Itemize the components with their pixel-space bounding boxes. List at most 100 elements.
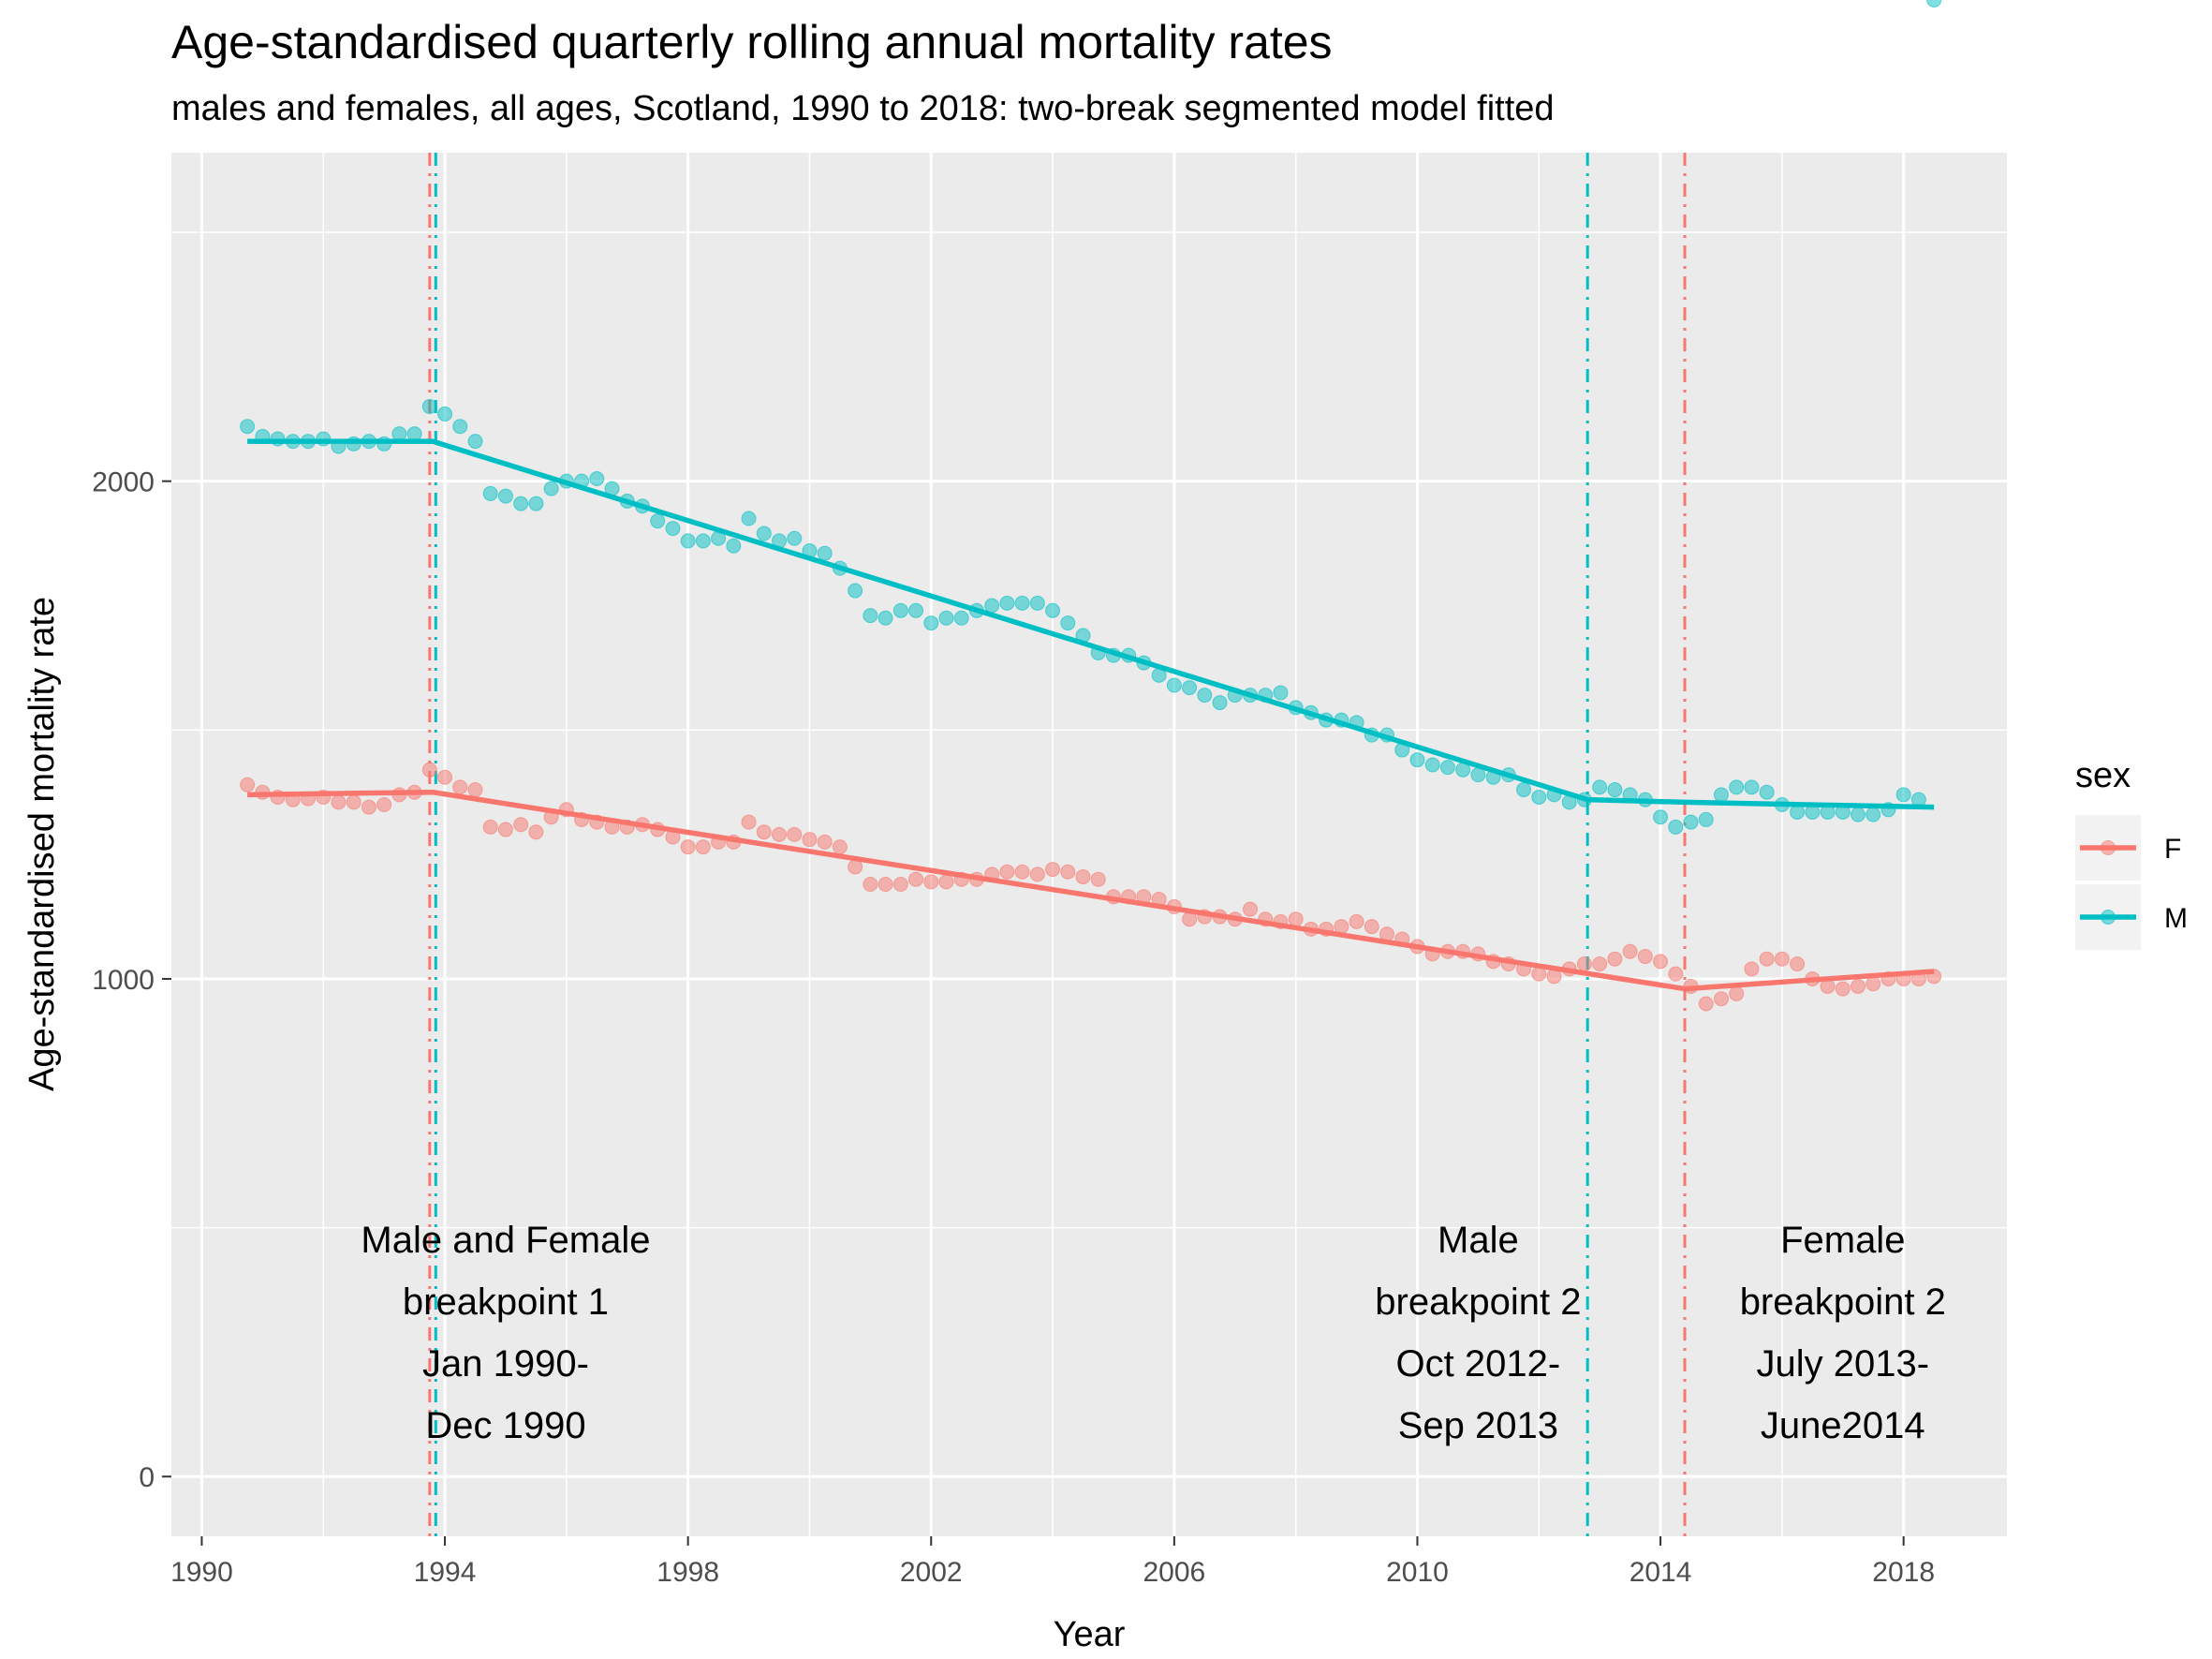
legend-title: sex — [2075, 756, 2131, 795]
x-tick-label: 2018 — [1872, 1557, 1935, 1588]
data-point-M — [680, 533, 696, 549]
data-point-F — [1242, 901, 1258, 917]
data-point-M — [1683, 814, 1699, 830]
data-point-M — [1698, 811, 1714, 827]
data-point-F — [999, 864, 1015, 880]
data-point-F — [1835, 981, 1851, 997]
data-point-F — [376, 796, 392, 812]
breakpoint-lines — [428, 153, 1687, 1536]
x-axis-title: Year — [1054, 1615, 1126, 1654]
data-point-M — [1409, 752, 1425, 768]
data-point-M — [984, 598, 1000, 614]
data-point-M — [877, 610, 893, 626]
x-tick-label: 2006 — [1143, 1557, 1205, 1588]
annotation-line: June2014 — [1761, 1405, 1925, 1446]
data-point-F — [863, 877, 878, 893]
data-point-M — [421, 398, 437, 414]
data-point-M — [1060, 615, 1076, 631]
data-point-F — [848, 859, 863, 875]
data-point-F — [1729, 985, 1745, 1001]
legend-key-point — [2101, 840, 2116, 855]
data-point-F — [437, 769, 453, 785]
data-point-M — [1166, 677, 1182, 693]
data-point-M — [1197, 688, 1213, 704]
annotation-line: Male and Female — [361, 1220, 650, 1261]
fit-line-F — [247, 789, 1935, 992]
data-point-M — [497, 488, 513, 504]
data-point-F — [680, 839, 696, 855]
data-point-F — [1288, 911, 1304, 927]
data-point-F — [331, 794, 347, 810]
data-point-M — [1926, 0, 1942, 7]
data-point-F — [1607, 951, 1623, 967]
legend-label: F — [2164, 834, 2181, 865]
data-point-F — [923, 874, 939, 890]
breakpoint-annotations: Male and Female breakpoint 1 Jan 1990- Dec … — [361, 1220, 1945, 1446]
data-point-M — [1029, 595, 1045, 611]
data-point-F — [1850, 978, 1865, 994]
data-point-M — [741, 511, 757, 526]
data-point-F — [1865, 976, 1881, 992]
annotation-line: breakpoint 2 — [1375, 1281, 1581, 1323]
annotation-line: Female — [1780, 1220, 1905, 1261]
data-point-F — [877, 877, 893, 893]
data-point-M — [1790, 804, 1806, 820]
data-point-M — [787, 530, 803, 546]
data-point-F — [802, 832, 818, 848]
plot-panel — [171, 153, 2007, 1536]
data-point-M — [482, 485, 498, 501]
data-point-F — [1668, 966, 1684, 982]
data-point-M — [1516, 782, 1532, 798]
data-point-M — [863, 608, 878, 624]
data-point-M — [1439, 760, 1455, 776]
data-point-F — [1790, 956, 1806, 972]
data-point-F — [1744, 961, 1760, 977]
data-point-F — [1029, 867, 1045, 882]
x-tick-label: 2014 — [1630, 1557, 1692, 1588]
data-point-F — [772, 826, 788, 842]
data-point-F — [452, 779, 468, 795]
data-point-M — [1759, 784, 1775, 800]
data-point-M — [528, 496, 544, 511]
y-tick-label: 0 — [139, 1462, 155, 1493]
data-point-M — [1895, 787, 1911, 803]
data-point-F — [1713, 991, 1729, 1007]
legend-key-point — [2101, 910, 2116, 925]
x-tick-label: 2010 — [1386, 1557, 1449, 1588]
data-point-F — [938, 874, 954, 890]
data-point-M — [1850, 807, 1865, 822]
data-point-M — [1424, 757, 1440, 773]
data-point-F — [787, 826, 803, 842]
data-point-F — [1576, 956, 1592, 972]
data-point-M — [513, 496, 529, 511]
data-point-F — [497, 822, 513, 837]
data-point-M — [756, 526, 772, 541]
legend: sex F M — [2075, 756, 2188, 950]
data-point-M — [1713, 787, 1729, 803]
x-tick-label: 1990 — [170, 1557, 233, 1588]
data-point-F — [1637, 949, 1653, 965]
y-axis-title: Age-standardised mortality rate — [22, 597, 62, 1091]
data-point-M — [1668, 819, 1684, 835]
data-point-F — [756, 824, 772, 840]
data-point-F — [1653, 954, 1669, 970]
data-point-M — [938, 610, 954, 626]
data-point-M — [892, 602, 908, 618]
data-point-M — [650, 513, 666, 529]
data-point-F — [1045, 862, 1061, 878]
chart-subtitle: males and females, all ages, Scotland, 1… — [171, 89, 1555, 128]
data-point-M — [1865, 807, 1881, 822]
annotation-line: Oct 2012- — [1396, 1343, 1561, 1385]
data-point-M — [240, 419, 256, 435]
data-point-M — [1653, 809, 1669, 825]
data-point-F — [1060, 864, 1076, 880]
data-point-F — [892, 877, 908, 893]
chart-title: Age-standardised quarterly rolling annua… — [171, 16, 1333, 68]
data-point-M — [908, 602, 924, 618]
fit-line-M — [247, 438, 1935, 810]
data-point-M — [467, 434, 483, 450]
y-tick-label: 1000 — [92, 965, 155, 996]
annotation-line: breakpoint 1 — [403, 1281, 609, 1323]
data-point-F — [467, 782, 483, 798]
